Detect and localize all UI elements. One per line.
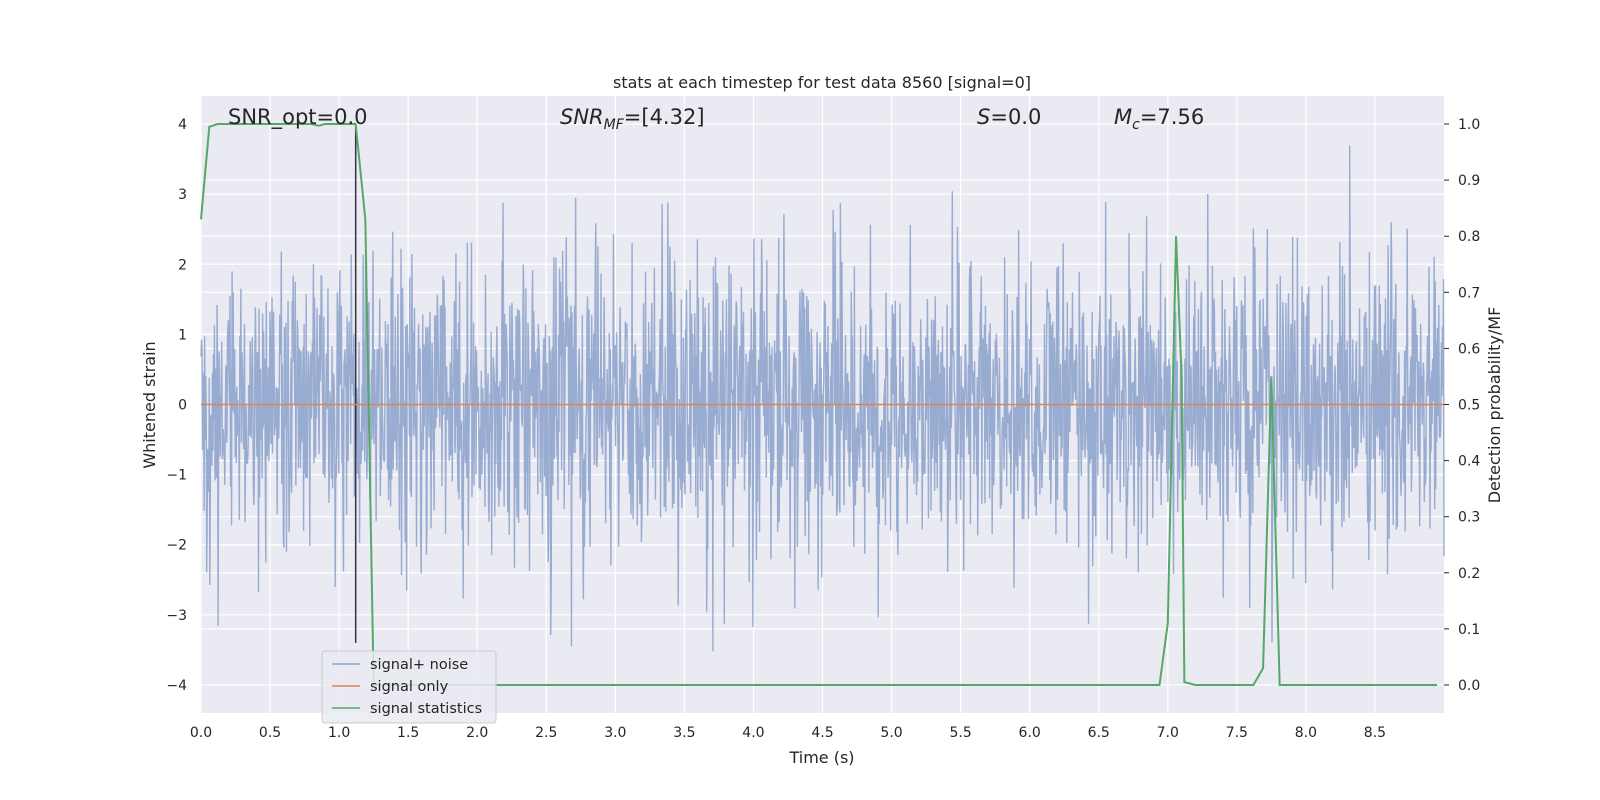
annotation-snr-opt: SNR_opt=0.0 — [228, 105, 368, 130]
legend-label-signal-noise: signal+ noise — [370, 657, 468, 673]
y-right-tick-label: 0.3 — [1458, 510, 1480, 526]
x-tick-label: 7.0 — [1157, 725, 1179, 741]
x-tick-label: 4.5 — [811, 725, 833, 741]
y-tick-label: 1 — [178, 327, 187, 343]
x-tick-label: 7.5 — [1226, 725, 1248, 741]
x-tick-label: 6.5 — [1088, 725, 1110, 741]
y-right-tick-label: 0.6 — [1458, 341, 1480, 357]
y-right-tick-label: 0.4 — [1458, 454, 1480, 470]
x-tick-label: 1.0 — [328, 725, 350, 741]
legend-box — [321, 650, 497, 724]
y-right-axis-label: Detection probability/MF — [1485, 307, 1504, 504]
annotation-mc-value: =7.56 — [1140, 105, 1204, 129]
x-axis-label: Time (s) — [788, 748, 854, 767]
series-signal-statistics — [200, 123, 1438, 686]
legend: signal+ noise signal only signal statist… — [321, 650, 497, 724]
y-right-tick-label: 0.1 — [1458, 622, 1480, 638]
x-tick-label: 6.0 — [1019, 725, 1041, 741]
x-tick-label: 3.0 — [604, 725, 626, 741]
x-tick-label: 4.0 — [742, 725, 764, 741]
y-tick-label: −3 — [166, 608, 187, 624]
x-tick-label: 0.5 — [259, 725, 281, 741]
annotation-snr-mf: SNRMF=[4.32] — [560, 105, 705, 133]
y-right-tick-label: 0.0 — [1458, 678, 1480, 694]
y-right-axis-ticks: 1.0 0.9 0.8 0.7 0.6 0.5 0.4 0.3 0.2 0.1 0.0 — [1444, 117, 1480, 694]
x-tick-label: 3.5 — [673, 725, 695, 741]
signal-noise-trace — [200, 145, 1445, 652]
annotation-snr-mf-main: SNR — [560, 105, 604, 129]
y-tick-label: 2 — [178, 257, 187, 273]
annotation-s-value: =0.0 — [990, 105, 1041, 129]
y-right-tick-label: 0.2 — [1458, 566, 1480, 582]
y-right-tick-label: 1.0 — [1458, 117, 1480, 133]
x-tick-label: 5.0 — [880, 725, 902, 741]
x-tick-label: 0.0 — [190, 725, 212, 741]
y-tick-label: 4 — [178, 117, 187, 133]
annotation-mc-sub: c — [1132, 117, 1140, 133]
y-tick-label: −2 — [166, 538, 187, 554]
annotation-mc: Mc=7.56 — [1114, 105, 1204, 133]
legend-label-signal-only: signal only — [370, 679, 449, 695]
y-tick-label: −1 — [166, 468, 187, 484]
y-right-tick-label: 0.7 — [1458, 285, 1480, 301]
x-axis-ticks: 0.0 0.5 1.0 1.5 2.0 2.5 3.0 3.5 4.0 4.5 5.0 5.5 6.0 6… — [190, 725, 1386, 741]
y-tick-label: 3 — [178, 187, 187, 203]
annotation-s: S=0.0 — [977, 105, 1041, 129]
y-axis-ticks: 4 3 2 1 0 −1 −2 −3 −4 — [166, 117, 187, 694]
annotation-s-main: S — [977, 105, 990, 129]
x-tick-label: 8.5 — [1364, 725, 1386, 741]
annotation-mc-main: M — [1114, 105, 1132, 129]
y-right-tick-label: 0.9 — [1458, 173, 1480, 189]
annotation-snr-mf-sub: MF — [604, 117, 625, 133]
y-right-tick-label: 0.8 — [1458, 229, 1480, 245]
chart-title: stats at each timestep for test data 856… — [613, 73, 1031, 92]
y-right-tick-label: 0.5 — [1458, 398, 1480, 414]
x-tick-label: 5.5 — [949, 725, 971, 741]
legend-label-signal-statistics: signal statistics — [370, 701, 482, 717]
y-tick-label: −4 — [166, 678, 187, 694]
y-axis-label: Whitened strain — [140, 341, 159, 468]
x-tick-label: 1.5 — [397, 725, 419, 741]
series-signal-noise — [200, 145, 1445, 652]
x-tick-label: 2.5 — [535, 725, 557, 741]
annotation-snr-mf-value: =[4.32] — [624, 105, 705, 129]
x-tick-label: 8.0 — [1295, 725, 1317, 741]
x-tick-label: 2.0 — [466, 725, 488, 741]
y-tick-label: 0 — [178, 398, 187, 414]
